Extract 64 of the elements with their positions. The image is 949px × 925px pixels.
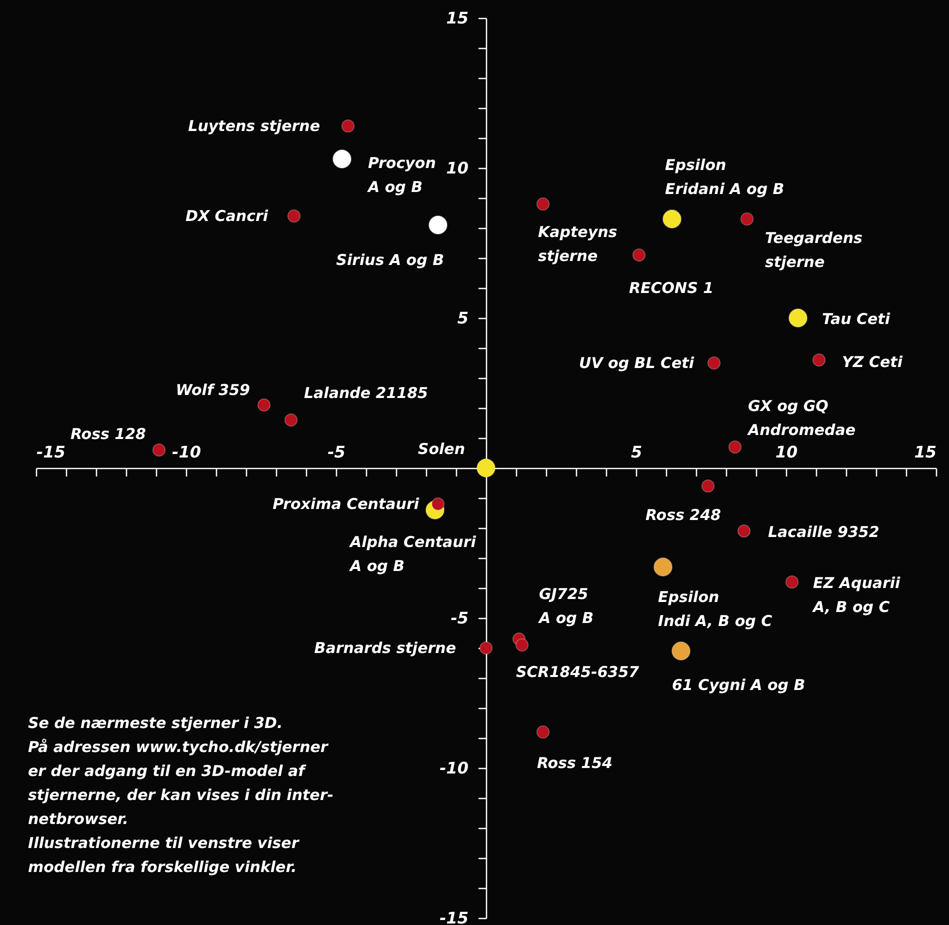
point bbox=[812, 353, 826, 367]
point bbox=[479, 641, 493, 655]
y-tick-label: 5 bbox=[457, 308, 468, 328]
point bbox=[671, 641, 691, 661]
annotation: Ross 154 bbox=[537, 754, 612, 772]
annotation: YZ Ceti bbox=[842, 353, 904, 371]
point bbox=[332, 149, 352, 169]
point bbox=[536, 725, 550, 739]
annotation: Lacaille 9352 bbox=[768, 523, 880, 541]
point bbox=[785, 575, 799, 589]
point bbox=[284, 413, 298, 427]
annotation: Tau Ceti bbox=[822, 310, 891, 328]
annotation: GX og GQ Andromedae bbox=[747, 397, 856, 439]
point bbox=[287, 209, 301, 223]
annotation: Kapteyns stjerne bbox=[538, 223, 618, 265]
y-tick-label: 15 bbox=[446, 8, 468, 28]
annotation: GJ725 A og B bbox=[538, 585, 594, 627]
point bbox=[653, 557, 673, 577]
x-tick-label: -5 bbox=[328, 442, 346, 462]
x-tick-label: 15 bbox=[914, 442, 936, 462]
annotation: Epsilon Indi A, B og C bbox=[658, 588, 772, 630]
annotation: Alpha Centauri A og B bbox=[349, 533, 477, 575]
point bbox=[257, 398, 271, 412]
x-tick-label: -10 bbox=[172, 442, 201, 462]
point bbox=[536, 197, 550, 211]
point bbox=[476, 458, 496, 478]
annotation: SCR1845-6357 bbox=[516, 663, 640, 681]
annotation: Luytens stjerne bbox=[188, 117, 320, 135]
y-tick-label: -10 bbox=[440, 758, 468, 778]
annotation: Procyon A og B bbox=[367, 154, 436, 196]
point bbox=[428, 215, 448, 235]
point bbox=[701, 479, 715, 493]
annotation: DX Cancri bbox=[186, 207, 269, 225]
point bbox=[788, 308, 808, 328]
text: -15 bbox=[36, 442, 66, 462]
point bbox=[152, 443, 166, 457]
point bbox=[341, 119, 355, 133]
x-tick-label: 5 bbox=[630, 442, 642, 462]
point bbox=[740, 212, 754, 226]
annotation: Lalande 21185 bbox=[304, 384, 428, 402]
y-tick-label: 10 bbox=[446, 158, 468, 178]
annotation: Teegardens stjerne bbox=[765, 229, 862, 271]
point bbox=[632, 248, 646, 262]
annotation: RECONS 1 bbox=[629, 279, 714, 297]
annotation: Ross 128 bbox=[70, 425, 146, 443]
annotation: 61 Cygni A og B bbox=[672, 676, 806, 694]
annotation: Proxima Centauri bbox=[272, 495, 420, 513]
annotation: EZ Aquarii A, B og C bbox=[812, 574, 902, 616]
point bbox=[515, 638, 529, 652]
point bbox=[662, 209, 682, 229]
x-tick-label: 10 bbox=[775, 442, 798, 462]
y-tick-label: -5 bbox=[450, 608, 468, 628]
annotation: Barnards stjerne bbox=[314, 639, 456, 657]
annotation: Wolf 359 bbox=[176, 381, 250, 399]
annotation: UV og BL Ceti bbox=[579, 354, 695, 372]
annotation: Solen bbox=[418, 440, 465, 458]
annotation: Ross 248 bbox=[646, 506, 721, 524]
point bbox=[707, 356, 721, 370]
point bbox=[737, 524, 751, 538]
annotation: Epsilon Eridani A og B bbox=[665, 156, 784, 198]
point bbox=[728, 440, 742, 454]
annotation: Se de nærmeste stjerner i 3D. På adressen www.tycho.dk/stjerner er der adgang til en 3D-model af stjernerne, der kan vises i din inter- netbrowser. Illustrationerne til venstre viser modellen fra forskellige vinkler. bbox=[28, 714, 334, 876]
annotation: Sirius A og B bbox=[336, 251, 444, 269]
y-tick-label: -15 bbox=[440, 908, 468, 925]
